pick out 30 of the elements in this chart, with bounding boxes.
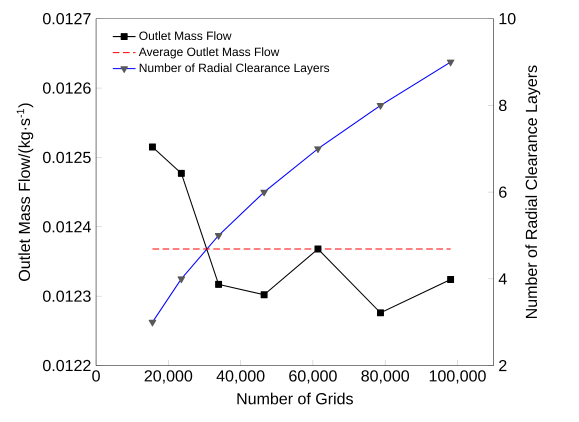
y-tick-label: 0.0122 xyxy=(43,360,91,372)
point xyxy=(377,310,384,316)
point xyxy=(447,276,454,284)
point xyxy=(178,170,185,178)
y-axis-title: Outlet Mass Flow/(kg·s$^{-1}$) xyxy=(16,104,34,282)
x-tick-label: 40,000 xyxy=(216,370,264,384)
y2-tick-label: 4 xyxy=(498,274,507,285)
y2-tick-label: 8 xyxy=(499,100,507,112)
y-tick-label: 0.0124 xyxy=(43,221,91,233)
point xyxy=(260,292,268,298)
x-tick-label: 20,000 xyxy=(144,370,192,384)
point xyxy=(215,281,222,288)
point xyxy=(148,144,156,151)
x-tick-label: 80,000 xyxy=(361,370,410,384)
y2-axis-title: Number of Radial Clearance Layers xyxy=(525,66,540,318)
y-tick-label: 0.0126 xyxy=(43,82,91,94)
legend-label: Outlet Mass Flow xyxy=(139,31,232,40)
y-tick-label: 0.0123 xyxy=(43,290,91,302)
legend-label: Average Outlet Mass Flow xyxy=(138,47,280,59)
point xyxy=(314,246,322,253)
y2-tick-label: 10 xyxy=(500,13,516,25)
x-tick-label: 100,000 xyxy=(430,370,486,384)
legend-label: Number of Radial Clearance Layers xyxy=(140,64,330,75)
x-tick-label: 60,000 xyxy=(289,370,337,384)
y2-tick-label: 6 xyxy=(499,186,507,198)
x-tick-label: 0 xyxy=(92,370,100,382)
x-axis-title: Number of Grids xyxy=(237,392,353,405)
y2-tick-label: 2 xyxy=(499,360,506,372)
y-tick-label: 0.0125 xyxy=(43,152,91,164)
y-tick-label: 0.0127 xyxy=(43,13,91,25)
